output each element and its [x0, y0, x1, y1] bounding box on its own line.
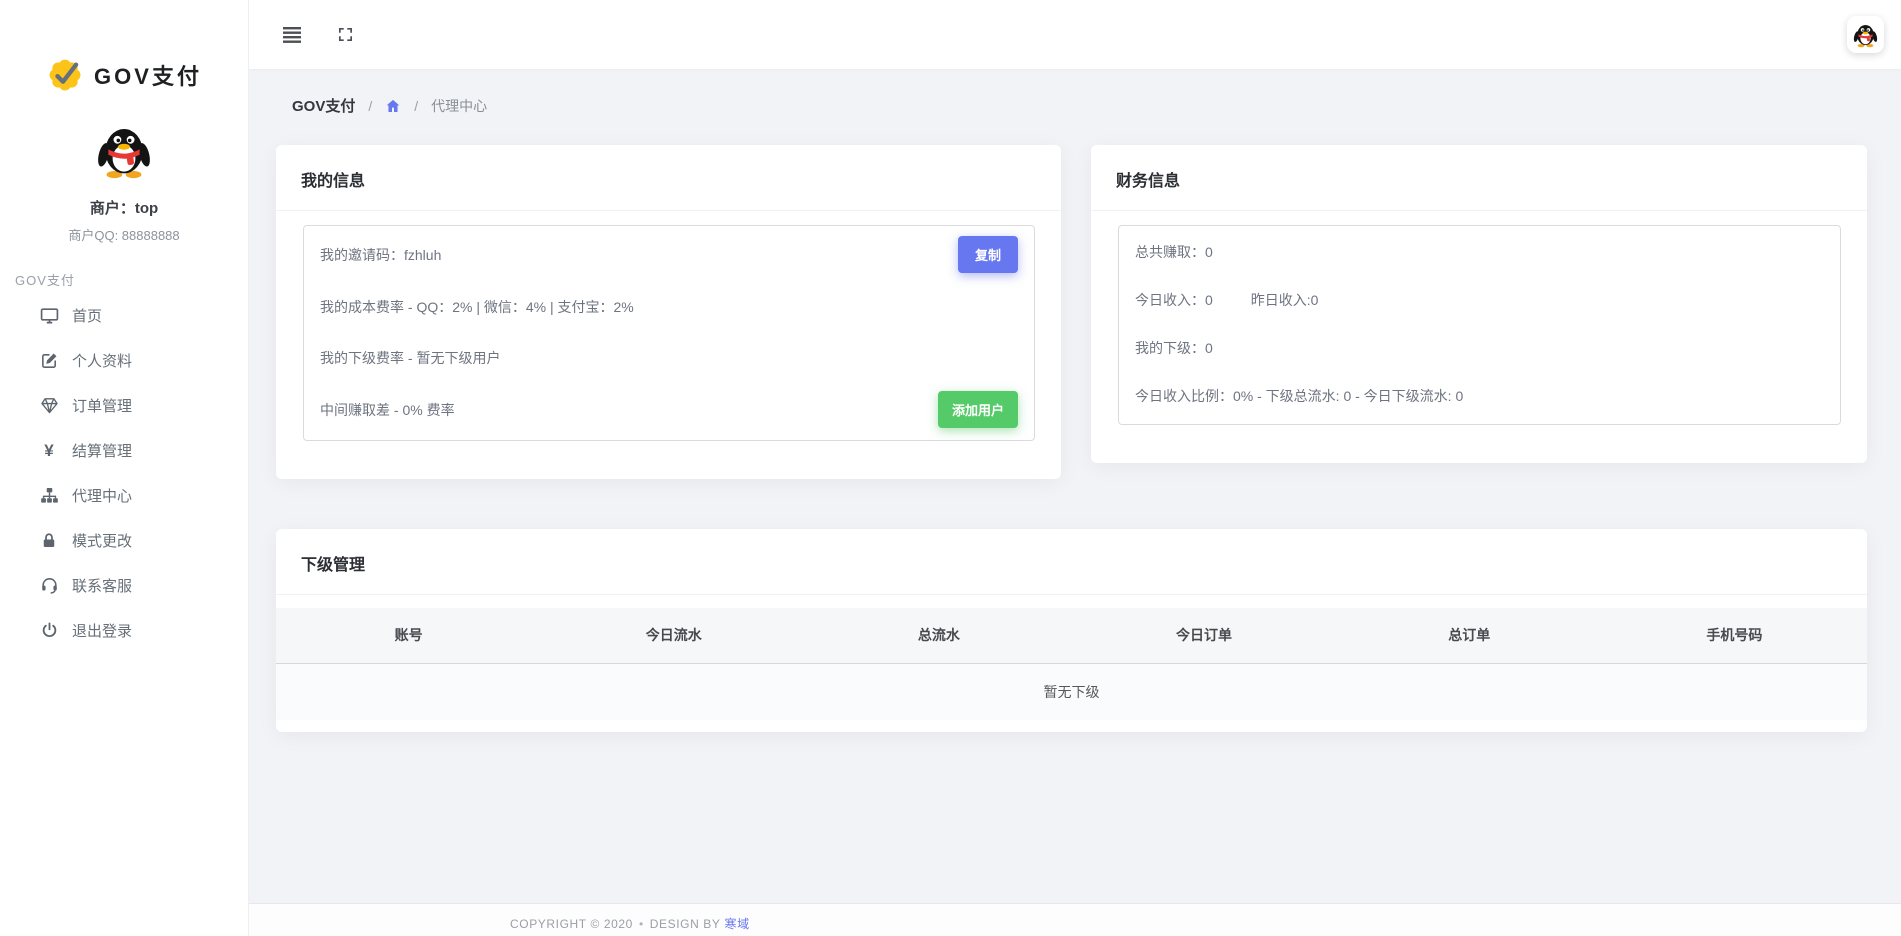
column-header-phone: 手机号码 [1601, 608, 1867, 664]
invite-code-row: 我的邀请码：fzhluh 复制 [320, 236, 1018, 273]
brand-title: GOV支付 [94, 64, 202, 89]
invite-code-text: 我的邀请码：fzhluh [320, 246, 442, 263]
lock-icon [38, 530, 60, 552]
column-header-today-flow: 今日流水 [541, 608, 807, 664]
sidebar-item-label: 模式更改 [72, 533, 133, 550]
copy-button[interactable]: 复制 [957, 236, 1018, 273]
fullscreen-button[interactable] [333, 22, 358, 47]
brand[interactable]: GOV支付 [0, 56, 248, 94]
sidebar-item-logout[interactable]: 退出登录 [0, 608, 248, 653]
user-avatar[interactable] [1847, 16, 1884, 53]
verified-badge-icon [46, 56, 84, 94]
income-row: 今日收入：0 昨日收入:0 [1135, 284, 1824, 316]
empty-state-text: 暂无下级 [276, 663, 1867, 720]
sub-rate-text: 我的下级费率 - 暂无下级用户 [320, 349, 501, 366]
breadcrumb-current: 代理中心 [431, 97, 488, 114]
gem-icon [38, 395, 60, 417]
headset-icon [38, 575, 60, 597]
fullscreen-icon [337, 26, 354, 43]
sidebar-item-orders[interactable]: 订单管理 [0, 383, 248, 428]
sidebar-item-label: 联系客服 [72, 578, 133, 595]
my-subordinates-row: 我的下级：0 [1135, 332, 1824, 364]
breadcrumb-separator: / [368, 97, 373, 114]
main-column: GOV支付 / / 代理中心 我的信息 我的邀请码：fzhluh [249, 0, 1901, 936]
total-earned-text: 总共赚取：0 [1135, 244, 1213, 260]
finance-card-body: 总共赚取：0 今日收入：0 昨日收入:0 我的下级：0 今日收入比例：0% - … [1091, 211, 1867, 463]
merchant-qq: 商户QQ: 88888888 [68, 228, 180, 243]
my-info-card-body: 我的邀请码：fzhluh 复制 我的成本费率 - QQ：2% | 微信：4% |… [276, 211, 1061, 479]
edit-icon [38, 350, 60, 372]
breadcrumb-brand[interactable]: GOV支付 [292, 98, 356, 115]
sidebar-item-label: 结算管理 [72, 443, 133, 460]
income-yesterday-text: 昨日收入:0 [1250, 292, 1319, 308]
subordinate-table: 账号 今日流水 总流水 今日订单 总订单 手机号码 暂无下级 [276, 608, 1867, 720]
home-icon[interactable] [385, 98, 401, 114]
finance-card: 财务信息 总共赚取：0 今日收入：0 昨日收入:0 我的下级：0 [1091, 145, 1867, 463]
finance-box: 总共赚取：0 今日收入：0 昨日收入:0 我的下级：0 今日收入比例：0% - … [1118, 225, 1841, 425]
merchant-name: 商户：top [89, 200, 159, 217]
income-ratio-text: 今日收入比例：0% - 下级总流水: 0 - 今日下级流水: 0 [1135, 388, 1464, 404]
cost-rate-row: 我的成本费率 - QQ：2% | 微信：4% | 支付宝：2% [320, 289, 1018, 324]
sidebar-item-label: 订单管理 [72, 398, 133, 415]
navbar-right [1847, 16, 1901, 53]
card-title: 下级管理 [276, 529, 1867, 595]
card-title: 财务信息 [1091, 145, 1867, 211]
sidebar-item-label: 退出登录 [72, 623, 133, 640]
my-info-box: 我的邀请码：fzhluh 复制 我的成本费率 - QQ：2% | 微信：4% |… [303, 225, 1035, 441]
sidebar-item-home[interactable]: 首页 [0, 293, 248, 338]
sidebar-item-label: 代理中心 [72, 488, 133, 505]
footer-dot: • [638, 917, 644, 931]
menu-icon [283, 26, 301, 43]
designer-link[interactable]: 寒域 [724, 917, 750, 931]
table-empty-row: 暂无下级 [276, 663, 1867, 720]
navbar-left [249, 22, 358, 47]
total-earned-row: 总共赚取：0 [1135, 236, 1824, 268]
qq-penguin-avatar-icon [1852, 25, 1879, 48]
middle-rate-text: 中间赚取差 - 0% 费率 [320, 401, 455, 418]
breadcrumb-separator: / [414, 97, 419, 114]
sidebar-item-label: 个人资料 [72, 353, 133, 370]
sidebar: GOV支付 商户：top 商户QQ: 88888888 GOV支付 首页 个人资… [0, 0, 249, 936]
column-header-total-flow: 总流水 [806, 608, 1072, 664]
add-user-button[interactable]: 添加用户 [937, 391, 1018, 428]
cost-rate-text: 我的成本费率 - QQ：2% | 微信：4% | 支付宝：2% [320, 298, 634, 315]
sidebar-item-mode-change[interactable]: 模式更改 [0, 518, 248, 563]
subordinate-card: 下级管理 账号 今日流水 总流水 今日订单 总订单 手机号码 [276, 529, 1867, 732]
yen-icon: ¥ [44, 440, 54, 460]
sidebar-item-agent-center[interactable]: 代理中心 [0, 473, 248, 518]
income-ratio-row: 今日收入比例：0% - 下级总流水: 0 - 今日下级流水: 0 [1135, 380, 1824, 412]
my-info-card: 我的信息 我的邀请码：fzhluh 复制 我的成本费率 - QQ：2% | 微信… [276, 145, 1061, 479]
menu-section-label: GOV支付 [15, 273, 75, 288]
top-cards-row: 我的信息 我的邀请码：fzhluh 复制 我的成本费率 - QQ：2% | 微信… [276, 145, 1867, 479]
merchant-profile: 商户：top 商户QQ: 88888888 [0, 120, 248, 244]
table-header-row: 账号 今日流水 总流水 今日订单 总订单 手机号码 [276, 608, 1867, 664]
top-navbar [249, 0, 1901, 69]
card-title: 我的信息 [276, 145, 1061, 211]
column-header-today-orders: 今日订单 [1071, 608, 1337, 664]
content-area: GOV支付 / / 代理中心 我的信息 我的邀请码：fzhluh [249, 69, 1901, 903]
subordinate-table-wrap: 账号 今日流水 总流水 今日订单 总订单 手机号码 暂无下级 [276, 595, 1867, 732]
merchant-avatar[interactable] [94, 120, 154, 180]
copyright-text: COPYRIGHT © 2020 [510, 917, 633, 931]
sidebar-item-support[interactable]: 联系客服 [0, 563, 248, 608]
sidebar-item-label: 首页 [72, 308, 103, 325]
power-icon [38, 620, 60, 642]
sub-rate-row: 我的下级费率 - 暂无下级用户 [320, 340, 1018, 375]
sidebar-item-settlement[interactable]: ¥ 结算管理 [0, 428, 248, 473]
breadcrumb: GOV支付 / / 代理中心 [292, 95, 1867, 116]
sitemap-icon [38, 485, 60, 507]
sidebar-menu: 首页 个人资料 订单管理 ¥ 结算管理 [0, 293, 248, 653]
income-today-text: 今日收入：0 [1135, 292, 1213, 308]
my-subordinates-text: 我的下级：0 [1135, 340, 1213, 356]
sidebar-toggle-button[interactable] [279, 23, 305, 47]
monitor-icon [38, 305, 60, 327]
footer: COPYRIGHT © 2020 • DESIGN BY 寒域 [249, 903, 1901, 936]
column-header-total-orders: 总订单 [1336, 608, 1602, 664]
middle-rate-row: 中间赚取差 - 0% 费率 添加用户 [320, 391, 1018, 428]
column-header-account: 账号 [276, 608, 542, 664]
design-by-text: DESIGN BY [649, 917, 721, 931]
sidebar-item-profile[interactable]: 个人资料 [0, 338, 248, 383]
